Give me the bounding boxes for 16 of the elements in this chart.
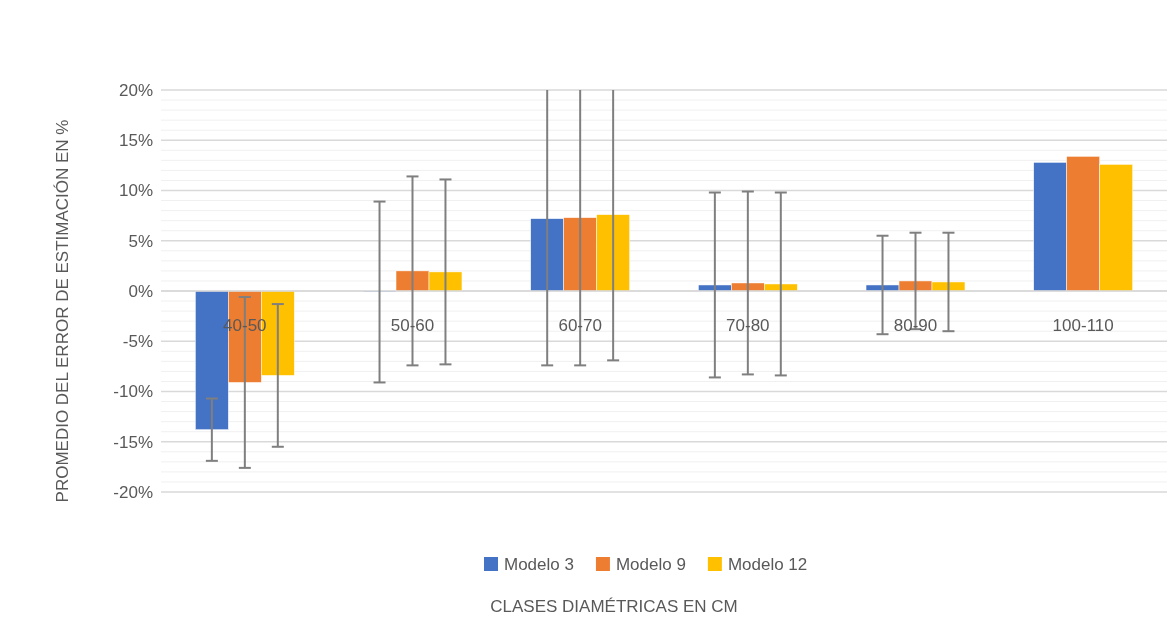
y-tick-label: -15% <box>113 432 153 452</box>
legend-label: Modelo 12 <box>727 555 808 574</box>
y-tick-label: 20% <box>118 80 153 100</box>
y-tick-label: -20% <box>113 482 153 502</box>
y-tick-label: -5% <box>122 332 153 352</box>
y-tick-label: 5% <box>128 231 153 251</box>
y-tick-label: 0% <box>128 281 153 301</box>
legend-label: Modelo 3 <box>504 555 574 574</box>
y-tick-label: -10% <box>113 382 153 402</box>
y-tick-label: 10% <box>118 181 153 201</box>
legend-label: Modelo 9 <box>615 555 686 574</box>
y-axis-title: PROMEDIO DEL ERROR DE ESTIMACIÓN EN % <box>53 119 72 503</box>
text: CLASES DIAMÉTRICAS EN CM <box>490 597 738 616</box>
y-tick-label: 15% <box>118 131 153 151</box>
x-tick-label: 100-110 <box>1052 316 1114 336</box>
x-tick-label: 80-90 <box>893 316 938 336</box>
